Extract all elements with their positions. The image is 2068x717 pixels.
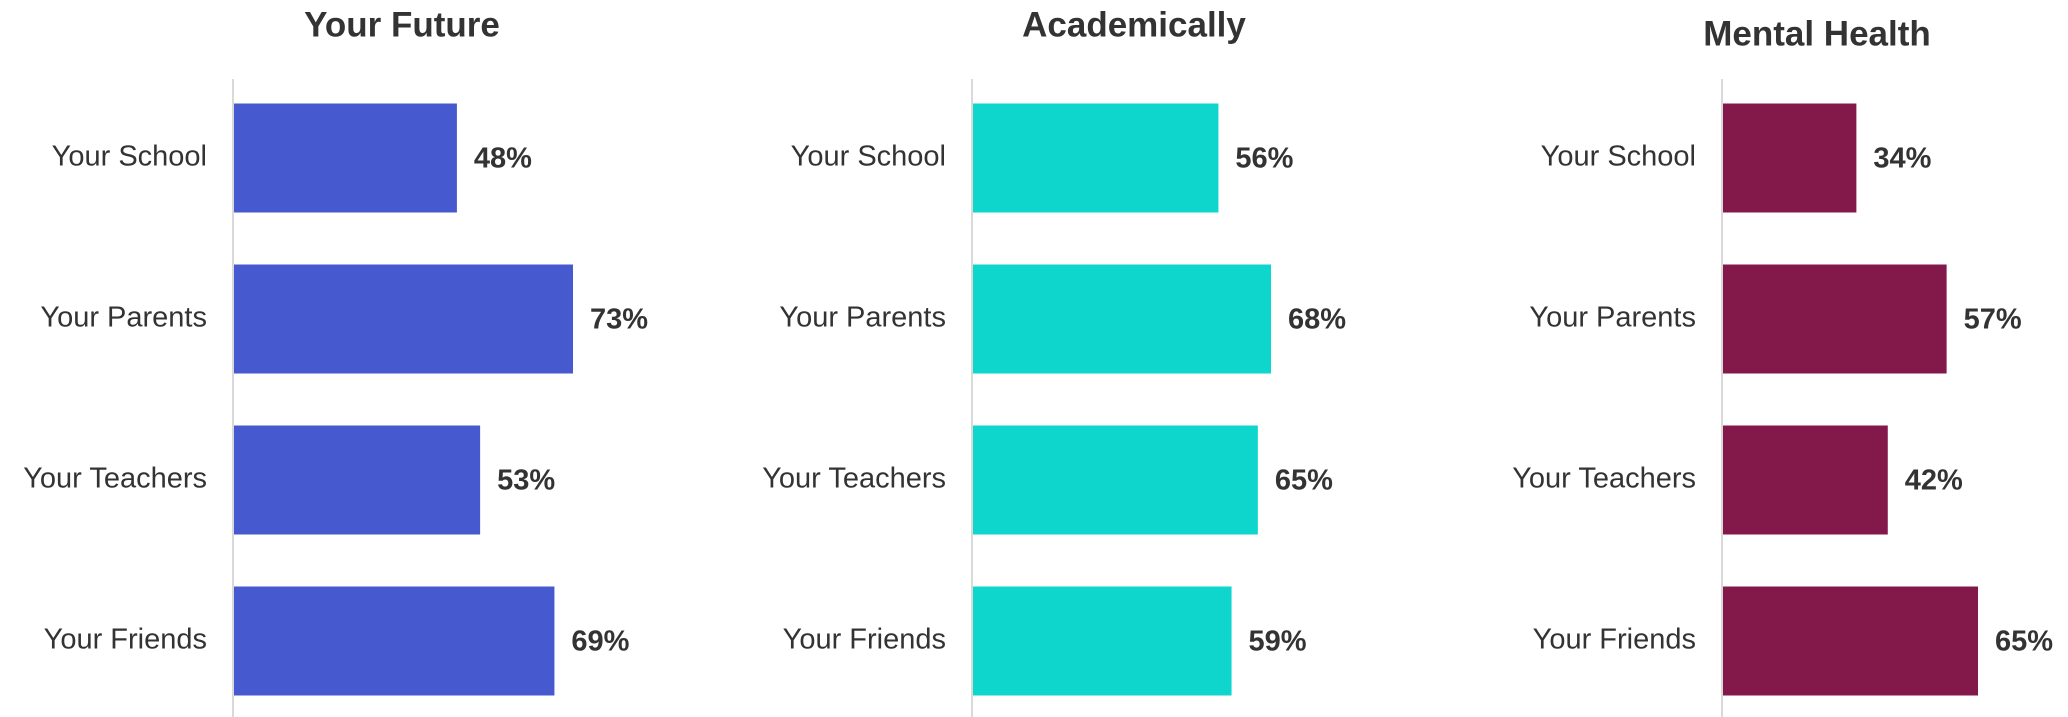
- bar: [973, 264, 1271, 374]
- chart-title: Your Future: [304, 5, 500, 44]
- bar: [973, 586, 1232, 696]
- chart-title: Mental Health: [1703, 14, 1931, 53]
- bar: [1723, 103, 1857, 213]
- bar: [234, 264, 573, 374]
- value-label: 59%: [1249, 626, 1307, 658]
- chart-title: Academically: [1022, 5, 1246, 44]
- bar: [973, 425, 1258, 535]
- value-label: 65%: [1275, 465, 1333, 497]
- value-label: 42%: [1905, 465, 1963, 497]
- category-label: Your School: [791, 141, 946, 173]
- category-label: Your Friends: [44, 624, 207, 656]
- value-label: 73%: [590, 304, 648, 336]
- value-label: 68%: [1288, 304, 1346, 336]
- category-label: Your Teachers: [1512, 463, 1696, 495]
- category-label: Your Teachers: [23, 463, 207, 495]
- category-label: Your Teachers: [762, 463, 946, 495]
- value-label: 65%: [1995, 626, 2053, 658]
- bar: [1723, 264, 1947, 374]
- bar: [1723, 425, 1888, 535]
- bar: [1723, 586, 1978, 696]
- category-label: Your School: [52, 141, 207, 173]
- bar: [234, 425, 481, 535]
- bar: [234, 103, 457, 213]
- value-label: 53%: [497, 465, 555, 497]
- bar: [973, 103, 1219, 213]
- category-label: Your Friends: [783, 624, 946, 656]
- category-label: Your Friends: [1533, 624, 1696, 656]
- category-label: Your Parents: [1529, 302, 1696, 334]
- bar: [234, 586, 555, 696]
- value-label: 69%: [571, 626, 629, 658]
- category-label: Your School: [1541, 141, 1696, 173]
- value-label: 56%: [1235, 143, 1293, 175]
- category-label: Your Parents: [40, 302, 207, 334]
- category-label: Your Parents: [779, 302, 946, 334]
- value-label: 48%: [474, 143, 532, 175]
- value-label: 57%: [1964, 304, 2022, 336]
- value-label: 34%: [1873, 143, 1931, 175]
